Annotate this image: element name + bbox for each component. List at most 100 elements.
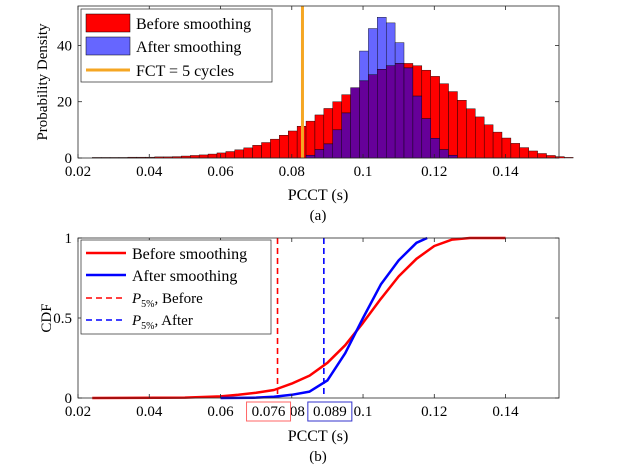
hist-bar [368, 28, 378, 75]
hist-bar-overlap [421, 118, 431, 159]
x-tick-label: 0.06 [207, 404, 234, 420]
hist-bar [492, 131, 503, 159]
panel-b-xlabel: PCCT (s) [288, 428, 349, 445]
hist-bar-overlap [394, 63, 405, 159]
hist-bar [537, 153, 547, 159]
hist-bar [341, 94, 351, 114]
hist-bar-overlap [314, 149, 325, 159]
hist-bar [457, 100, 467, 159]
hist-bar [288, 130, 298, 159]
panel-a-ylabel: Probability Density [35, 23, 51, 141]
p5-before-rest: , Before [155, 291, 204, 307]
p5-before-main: P [131, 291, 141, 307]
hist-bar-overlap [341, 112, 351, 159]
hist-bar [564, 157, 574, 159]
hist-bar [252, 145, 262, 159]
hist-bar-overlap [359, 80, 369, 159]
percentile-value-box [307, 401, 353, 422]
x-tick-label: 0.12 [421, 164, 447, 180]
hist-bar [483, 124, 494, 159]
panel-b-ylabel: CDF [39, 303, 55, 332]
percentile-value-box [246, 401, 292, 422]
panel-b-legend: Before smoothing After smoothing P5%, Be… [80, 239, 272, 335]
hist-bar-overlap [403, 67, 414, 159]
hist-bar [279, 134, 289, 159]
hist-bar [377, 17, 387, 70]
x-tick-label: 0.14 [492, 404, 519, 420]
hist-bar [528, 150, 538, 159]
hist-bar [323, 108, 333, 145]
x-tick-label: 0.12 [421, 404, 447, 420]
hist-bar [448, 91, 458, 156]
hist-bar [198, 154, 209, 159]
panel-b-caption: (b) [309, 449, 327, 465]
hist-bar [305, 120, 316, 156]
cdf-line [92, 236, 506, 400]
legend-label-before: Before smoothing [136, 16, 251, 33]
hist-bar [314, 114, 325, 150]
hist-bar-overlap [439, 149, 449, 159]
x-tick-label: 0.02 [65, 404, 91, 420]
x-tick-label: 0.06 [207, 164, 234, 180]
x-tick-label: 0.1 [354, 404, 373, 420]
panel-b-percentile-lines [276, 238, 325, 398]
y-tick-label: 0 [65, 151, 73, 167]
x-tick-label: 0.02 [65, 164, 91, 180]
p5-after-sub: 5% [141, 321, 154, 332]
legend-label-fct: FCT = 5 cycles [136, 63, 234, 80]
hist-bar-overlap [332, 129, 342, 159]
y-tick-label: 0.5 [53, 311, 72, 327]
y-tick-label: 0 [65, 391, 73, 407]
x-tick-label: 0.04 [136, 404, 163, 420]
cdf-line [220, 236, 428, 400]
p5-after-rest: , After [155, 313, 193, 329]
y-tick-label: 1 [65, 231, 73, 247]
hist-bar [501, 137, 512, 159]
panel-b-annotations: 0.076 0.089 [246, 401, 353, 422]
hist-bar-overlap [305, 154, 316, 159]
hist-bar [412, 65, 423, 97]
p5-before-sub: 5% [141, 299, 154, 310]
y-tick-label: 40 [57, 38, 72, 54]
p5-after-main: P [131, 313, 141, 329]
legend-label-before-cdf: Before smoothing [132, 246, 247, 263]
legend-label-after: After smoothing [136, 39, 241, 56]
panel-a-bars [92, 17, 574, 159]
hist-bar [394, 42, 405, 64]
hist-bar [359, 50, 369, 82]
hist-bar [466, 108, 476, 159]
hist-bar [510, 143, 521, 159]
hist-bar [216, 152, 227, 159]
hist-bar [225, 151, 235, 159]
x-tick-label: 0.1 [354, 164, 373, 180]
hist-bar [270, 138, 280, 159]
hist-bar [261, 142, 271, 159]
hist-bar-overlap [350, 87, 360, 159]
legend-swatch-before [85, 13, 131, 33]
hist-bar-overlap [385, 65, 396, 159]
y-tick-label: 20 [57, 95, 72, 111]
hist-bar [234, 149, 244, 159]
percentile-value-label: 0.076 [252, 404, 286, 420]
panel-a-axes-box [77, 5, 560, 159]
hist-bar [475, 116, 485, 159]
hist-bar [430, 76, 440, 139]
legend-label-p5-before: P5%, Before [131, 291, 203, 310]
hist-bar [439, 83, 449, 150]
hist-bar-overlap [368, 74, 378, 159]
panel-a-xlabel: PCCT (s) [288, 187, 349, 204]
legend-swatch-after [85, 36, 131, 56]
panel-b-legend-box [80, 239, 272, 335]
panel-a-caption: (a) [310, 208, 327, 224]
x-tick-label: 0.04 [136, 164, 163, 180]
hist-bar [207, 153, 218, 159]
panel-a-legend: Before smoothing After smoothing FCT = 5… [80, 8, 273, 83]
panel-a-ticks: 0.02 0.04 0.06 0.08 0.1 0.12 0.14 0 20 40 [57, 6, 559, 180]
hist-bar [385, 22, 396, 66]
panel-a: 0.02 0.04 0.06 0.08 0.1 0.12 0.14 0 20 40 PCCT (s… [35, 5, 574, 224]
hist-bar-overlap [412, 95, 423, 159]
hist-bar [403, 63, 414, 69]
